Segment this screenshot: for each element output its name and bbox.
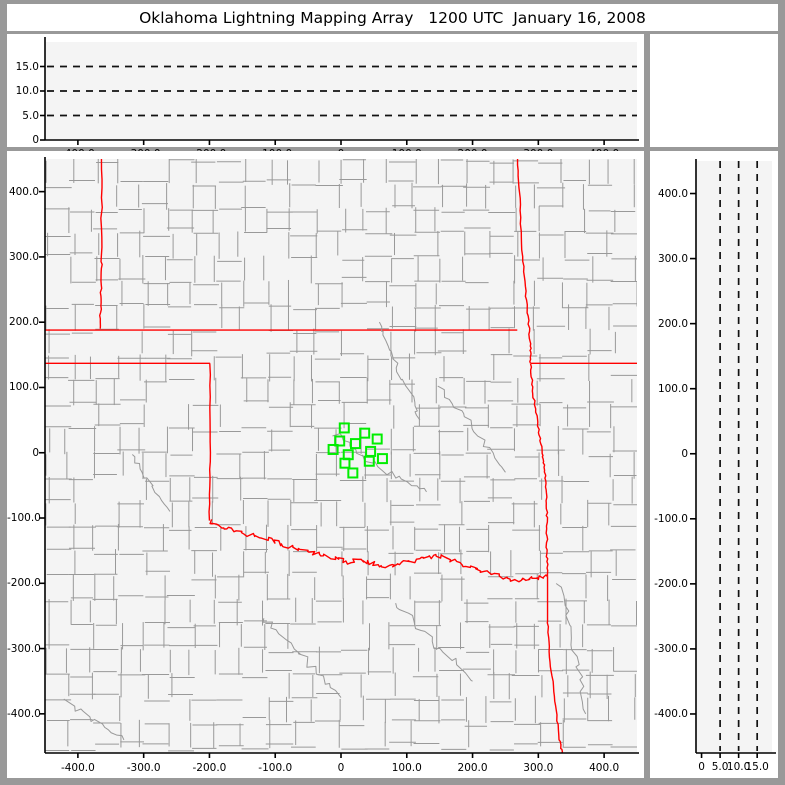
x-tick-label: -400.0: [60, 762, 95, 774]
plan-view-map-panel: 400.0 300.0 200.0 100.0 0 -100.0 -200.0 -300.0 -…: [7, 151, 644, 778]
vhf-source-marker: [376, 453, 388, 465]
y-tick-label: -100.0: [654, 512, 688, 525]
x-tick-label: 5.0: [711, 761, 729, 773]
vhf-source-marker: [338, 422, 350, 434]
vhf-source-marker: [365, 445, 377, 457]
altitude-north-south-plot-area: [696, 161, 772, 753]
y-tick-label: 400.0: [657, 187, 688, 200]
y-tick-label: -100.0: [7, 512, 41, 524]
map-graphics: [39, 157, 639, 758]
y-tick-label: 300.0: [8, 250, 39, 263]
vhf-source-marker: [339, 457, 351, 469]
x-tick-label: 400.0: [589, 762, 620, 774]
y-tick-label: 0: [32, 134, 39, 146]
vhf-source-marker: [327, 443, 339, 455]
x-tick-label: 300.0: [523, 762, 554, 774]
title-bar: Oklahoma Lightning Mapping Array 1200 UT…: [7, 4, 778, 31]
x-tick-label: -200.0: [192, 762, 227, 774]
y-tick-label: 0: [681, 447, 688, 460]
y-tick-label: -200.0: [654, 577, 688, 590]
page-title: Oklahoma Lightning Mapping Array 1200 UT…: [139, 8, 646, 27]
y-tick-label: 200.0: [657, 317, 688, 330]
x-tick-label: -300.0: [126, 762, 161, 774]
y-tick-label: -200.0: [7, 577, 41, 590]
y-tick-label: 5.0: [22, 109, 39, 122]
y-tick-label: -400.0: [7, 707, 41, 720]
y-tick-label: 400.0: [8, 185, 39, 198]
x-tick-label: 0: [337, 762, 345, 774]
vhf-source-marker: [334, 435, 346, 447]
y-tick-label: -300.0: [7, 642, 41, 655]
y-tick-label: 200.0: [8, 316, 39, 329]
blank-panel: [650, 34, 778, 147]
x-tick-label: 10.0: [726, 761, 751, 773]
source-markers: [327, 422, 388, 479]
vhf-source-marker: [371, 433, 383, 445]
altitude-east-west-axes: [40, 37, 639, 145]
vhf-source-marker: [359, 427, 371, 439]
x-tick-label: -100.0: [258, 762, 293, 774]
altitude-vs-north-south-panel: 400.0 300.0 200.0 100.0 0 -100.0 -200.0 -300.0 -…: [650, 151, 778, 778]
vhf-source-marker: [347, 467, 359, 479]
x-tick-label: 100.0: [391, 762, 422, 774]
x-tick-label: 0: [698, 761, 705, 773]
y-tick-label: 10.0: [15, 85, 39, 97]
y-tick-label: 100.0: [8, 381, 39, 394]
y-tick-label: -300.0: [654, 642, 688, 655]
altitude-north-south-axes: [690, 159, 776, 758]
y-tick-label: -400.0: [654, 707, 688, 720]
y-tick-label: 15.0: [15, 60, 39, 73]
vhf-source-marker: [349, 438, 361, 450]
altitude-vs-east-west-panel: 05.010.015.0-400.0-300.0-200.0-100.00100…: [7, 34, 644, 160]
vhf-source-marker: [363, 455, 375, 467]
y-tick-label: 0: [32, 446, 39, 459]
y-tick-label: 100.0: [657, 382, 688, 395]
x-tick-label: 200.0: [457, 762, 488, 774]
y-tick-label: 300.0: [657, 252, 688, 265]
x-tick-label: 15.0: [745, 761, 769, 773]
